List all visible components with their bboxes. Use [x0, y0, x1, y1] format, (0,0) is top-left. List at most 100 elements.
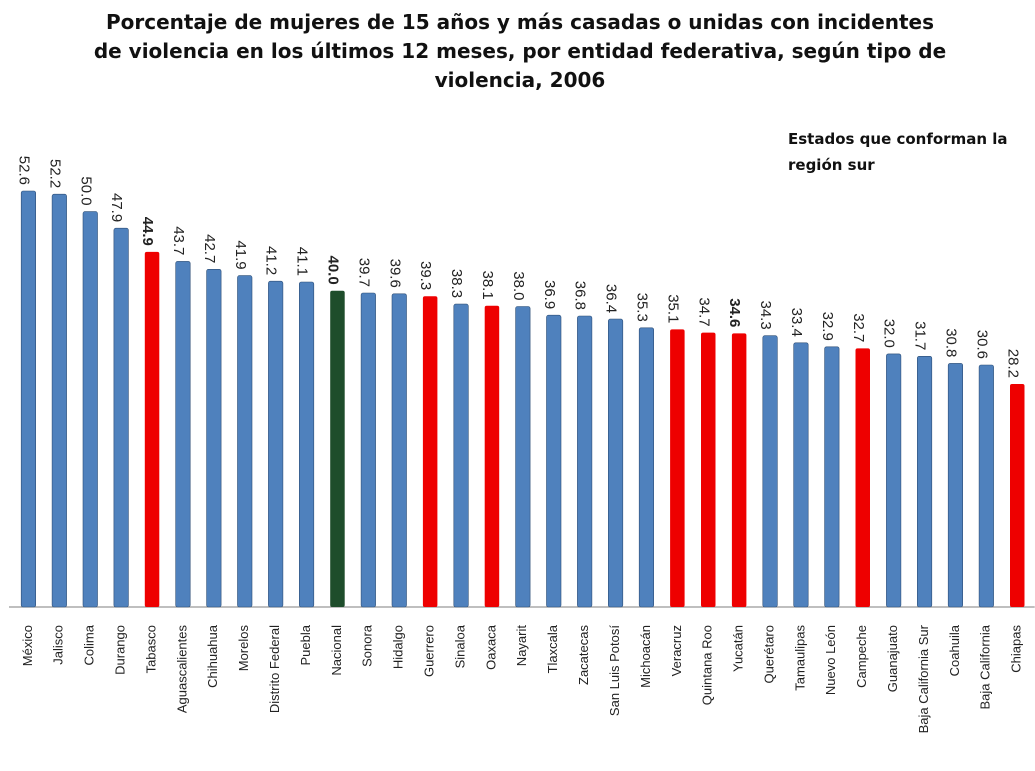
category-label-morelos: Morelos: [236, 625, 251, 672]
bar-nacional: [330, 290, 345, 607]
category-label-mexico: México: [20, 625, 35, 666]
category-label-veracruz: Veracruz: [669, 625, 684, 676]
value-label-baja-california: 30.6: [973, 330, 990, 359]
value-label-guerrero: 39.3: [417, 261, 434, 290]
category-label-aguascalientes: Aguascalientes: [174, 625, 189, 714]
value-label-queretaro: 34.3: [757, 300, 774, 329]
value-label-baja-california-sur: 31.7: [912, 321, 929, 350]
category-label-baja-california-sur: Baja California Sur: [916, 624, 931, 733]
value-label-puebla: 41.1: [294, 247, 311, 276]
bar-oaxaca: [484, 305, 500, 607]
bar-tabasco: [144, 251, 160, 607]
category-label-oaxaca: Oaxaca: [483, 624, 498, 670]
value-label-mexico: 52.6: [15, 156, 32, 185]
category-label-sonora: Sonora: [360, 624, 375, 667]
value-label-nacional: 40.0: [324, 255, 341, 284]
category-label-coahuila: Coahuila: [947, 624, 962, 676]
value-label-oaxaca: 38.1: [479, 270, 496, 299]
bar-yucatan: [731, 333, 747, 607]
bar-jalisco: [51, 193, 67, 608]
category-label-queretaro: Querétaro: [761, 625, 776, 684]
bar-aguascalientes: [175, 261, 191, 608]
value-label-distrito-federal: 41.2: [263, 246, 280, 275]
category-label-campeche: Campeche: [854, 625, 869, 688]
bar-tlaxcala: [546, 314, 562, 608]
category-label-guanajuato: Guanajuato: [885, 625, 900, 692]
value-label-tabasco: 44.9: [139, 217, 156, 246]
bar-mexico: [20, 190, 37, 608]
category-label-michoacan: Michoacán: [638, 625, 653, 688]
value-label-zacatecas: 36.8: [572, 281, 589, 310]
value-label-colima: 50.0: [77, 176, 94, 205]
category-label-nayarit: Nayarit: [514, 625, 529, 667]
category-label-tabasco: Tabasco: [143, 625, 158, 673]
category-label-colima: Colima: [82, 624, 97, 665]
bar-guerrero: [422, 296, 438, 607]
value-label-aguascalientes: 43.7: [170, 226, 187, 255]
value-label-hidalgo: 39.6: [386, 259, 403, 288]
category-label-hidalgo: Hidalgo: [391, 625, 406, 669]
bar-tamaulipas: [793, 342, 809, 608]
category-label-chiapas: Chiapas: [1009, 625, 1024, 673]
value-label-nuevo-leon: 32.9: [819, 312, 836, 341]
category-label-quintana-roo: Quintana Roo: [700, 625, 715, 705]
bar-coahuila: [947, 363, 964, 608]
value-label-guanajuato: 32.0: [881, 319, 898, 348]
category-label-sinaloa: Sinaloa: [452, 624, 467, 668]
bar-durango: [113, 227, 129, 608]
bar-quintana-roo: [701, 332, 716, 607]
value-label-san-luis-potosi: 36.4: [603, 284, 620, 313]
bar-campeche: [855, 348, 870, 607]
category-label-zacatecas: Zacatecas: [576, 625, 591, 685]
bar-guanajuato: [886, 353, 902, 608]
value-label-yucatan: 34.6: [726, 298, 743, 327]
value-label-chiapas: 28.2: [1004, 349, 1021, 378]
bar-hidalgo: [391, 293, 407, 608]
bar-michoacan: [638, 327, 655, 608]
bar-sinaloa: [453, 303, 469, 608]
category-label-tlaxcala: Tlaxcala: [545, 624, 560, 673]
bar-san-luis-potosi: [607, 318, 624, 608]
value-label-tlaxcala: 36.9: [541, 280, 558, 309]
category-label-baja-california: Baja California: [978, 624, 993, 709]
value-label-michoacan: 35.3: [633, 293, 650, 322]
value-label-sinaloa: 38.3: [448, 269, 465, 298]
value-label-nayarit: 38.0: [510, 271, 527, 300]
region-annotation: Estados que conforman la región sur: [788, 130, 1008, 174]
bar-queretaro: [762, 335, 778, 608]
value-label-sonora: 39.7: [355, 258, 372, 287]
value-label-chihuahua: 42.7: [201, 234, 218, 263]
chart-title: Porcentaje de mujeres de 15 años y más c…: [93, 10, 947, 92]
category-label-puebla: Puebla: [298, 624, 313, 665]
bars-group: [20, 190, 1025, 608]
category-label-chihuahua: Chihuahua: [205, 624, 220, 688]
value-label-morelos: 41.9: [232, 240, 249, 269]
value-label-veracruz: 35.1: [664, 294, 681, 323]
bar-nuevo-leon: [824, 346, 840, 608]
category-label-san-luis-potosi: San Luis Potosí: [607, 625, 622, 716]
value-label-coahuila: 30.8: [942, 328, 959, 357]
category-label-jalisco: Jalisco: [51, 625, 66, 665]
value-label-durango: 47.9: [108, 193, 125, 222]
bar-distrito-federal: [268, 280, 284, 608]
category-label-durango: Durango: [113, 625, 128, 675]
bar-chihuahua: [206, 268, 222, 608]
bar-nayarit: [515, 306, 531, 608]
value-labels-group: 52.6 52.2 50.0 47.9 44.9 43.7 42.7 41.9 41.2 41.1…: [15, 156, 1021, 378]
category-label-tamaulipas: Tamaulipas: [792, 625, 807, 691]
bar-colima: [82, 211, 98, 608]
value-label-campeche: 32.7: [850, 313, 867, 342]
bar-chiapas: [1010, 384, 1025, 607]
category-label-distrito-federal: Distrito Federal: [267, 625, 282, 713]
value-label-tamaulipas: 33.4: [788, 308, 805, 337]
value-label-quintana-roo: 34.7: [695, 297, 712, 326]
category-labels-group: México Jalisco Colima Durango Tabasco Aguasca…: [20, 624, 1024, 733]
bar-veracruz: [670, 329, 685, 607]
bar-baja-california-sur: [916, 355, 933, 608]
bar-zacatecas: [577, 315, 593, 608]
value-label-jalisco: 52.2: [46, 159, 63, 188]
bar-morelos: [237, 275, 253, 608]
bar-sonora: [360, 292, 376, 608]
category-label-nuevo-leon: Nuevo León: [823, 625, 838, 695]
